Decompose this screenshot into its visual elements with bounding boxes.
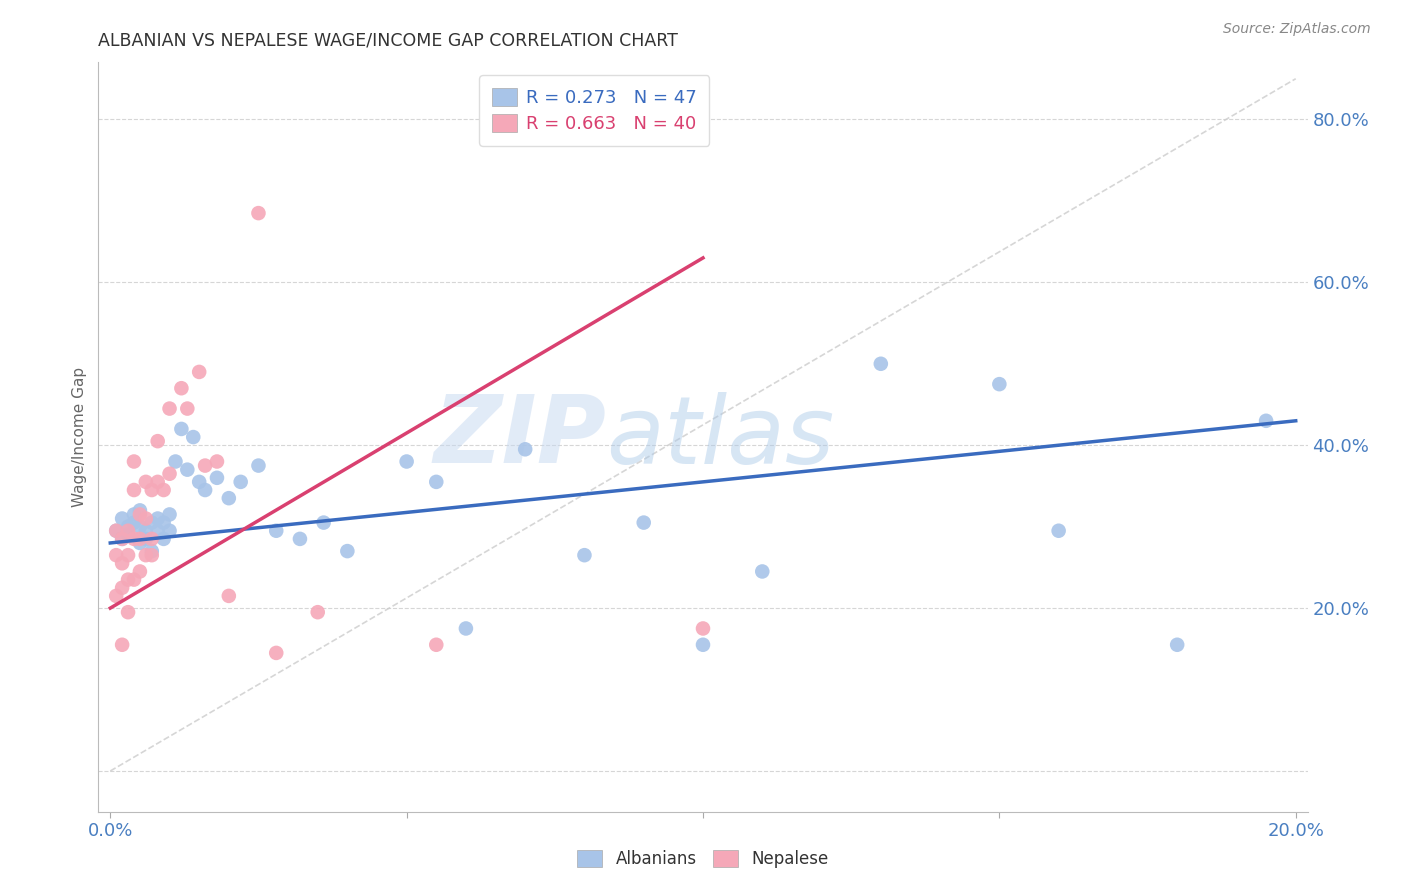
Point [574, 548, 596, 562]
Point [692, 622, 714, 636]
Point [129, 519, 152, 533]
Point [159, 524, 181, 538]
Point [122, 483, 145, 497]
Point [159, 508, 181, 522]
Point [1047, 524, 1070, 538]
Point [264, 646, 287, 660]
Point [105, 589, 128, 603]
Point [141, 544, 163, 558]
Point [205, 471, 228, 485]
Text: atlas: atlas [606, 392, 835, 483]
Point [218, 491, 240, 505]
Point [135, 511, 157, 525]
Point [152, 532, 174, 546]
Point [247, 458, 270, 473]
Point [307, 605, 329, 619]
Point [194, 458, 217, 473]
Point [247, 206, 270, 220]
Point [425, 638, 447, 652]
Point [135, 475, 157, 489]
Point [454, 622, 477, 636]
Point [129, 503, 152, 517]
Point [176, 463, 198, 477]
Point [425, 475, 447, 489]
Point [152, 516, 174, 530]
Point [751, 565, 773, 579]
Point [159, 467, 181, 481]
Point [122, 454, 145, 468]
Point [105, 524, 128, 538]
Point [1254, 414, 1277, 428]
Point [188, 365, 211, 379]
Point [129, 508, 152, 522]
Point [229, 475, 252, 489]
Point [111, 557, 134, 571]
Point [129, 532, 152, 546]
Point [633, 516, 655, 530]
Point [122, 532, 145, 546]
Point [194, 483, 217, 497]
Point [141, 483, 163, 497]
Point [152, 483, 174, 497]
Point [312, 516, 335, 530]
Point [111, 638, 134, 652]
Point [336, 544, 359, 558]
Point [869, 357, 891, 371]
Point [1166, 638, 1188, 652]
Point [988, 377, 1011, 392]
Point [146, 511, 169, 525]
Point [218, 589, 240, 603]
Legend: Albanians, Nepalese: Albanians, Nepalese [571, 843, 835, 875]
Point [117, 524, 139, 538]
Point [146, 524, 169, 538]
Point [135, 524, 157, 538]
Point [122, 508, 145, 522]
Point [288, 532, 311, 546]
Point [111, 581, 134, 595]
Point [117, 548, 139, 562]
Text: Source: ZipAtlas.com: Source: ZipAtlas.com [1223, 22, 1371, 37]
Point [135, 532, 157, 546]
Point [692, 638, 714, 652]
Point [135, 548, 157, 562]
Point [395, 454, 418, 468]
Legend: R = 0.273   N = 47, R = 0.663   N = 40: R = 0.273 N = 47, R = 0.663 N = 40 [479, 75, 710, 145]
Text: ALBANIAN VS NEPALESE WAGE/INCOME GAP CORRELATION CHART: ALBANIAN VS NEPALESE WAGE/INCOME GAP COR… [98, 32, 678, 50]
Point [122, 573, 145, 587]
Point [117, 573, 139, 587]
Point [105, 524, 128, 538]
Point [111, 532, 134, 546]
Point [170, 422, 193, 436]
Point [117, 528, 139, 542]
Point [111, 532, 134, 546]
Text: ZIP: ZIP [433, 391, 606, 483]
Point [105, 548, 128, 562]
Point [170, 381, 193, 395]
Point [188, 475, 211, 489]
Point [129, 536, 152, 550]
Point [117, 605, 139, 619]
Point [515, 442, 537, 457]
Point [176, 401, 198, 416]
Point [165, 454, 187, 468]
Point [159, 401, 181, 416]
Point [122, 516, 145, 530]
Point [264, 524, 287, 538]
Point [181, 430, 204, 444]
Point [129, 565, 152, 579]
Point [111, 511, 134, 525]
Point [141, 548, 163, 562]
Y-axis label: Wage/Income Gap: Wage/Income Gap [72, 367, 87, 508]
Point [141, 516, 163, 530]
Point [117, 519, 139, 533]
Point [205, 454, 228, 468]
Point [146, 434, 169, 449]
Point [146, 475, 169, 489]
Point [141, 532, 163, 546]
